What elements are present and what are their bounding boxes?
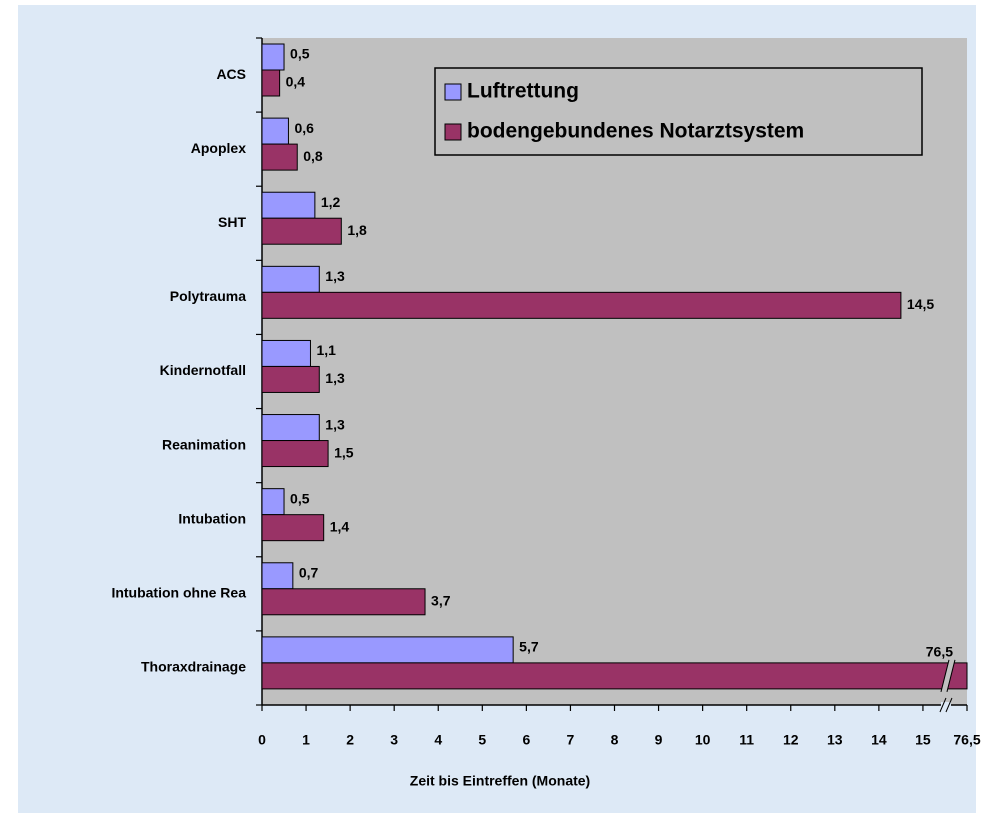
x-tick-label: 14 (871, 732, 887, 748)
data-label: 5,7 (519, 639, 539, 655)
bar (261, 365, 320, 393)
bar (261, 69, 281, 97)
data-label: 14,5 (907, 296, 934, 312)
data-label: 1,3 (325, 416, 345, 432)
x-tick-label: 7 (567, 732, 575, 748)
bar-break (940, 659, 955, 692)
bar-break-line (946, 659, 956, 693)
x-tick-label: 15 (915, 732, 931, 748)
x-tick-label: 76,5 (953, 732, 980, 748)
bar (261, 339, 311, 367)
bar (261, 217, 342, 245)
bar (261, 514, 325, 542)
data-label: 1,3 (325, 370, 345, 386)
y-tick-label: Kindernotfall (160, 362, 246, 378)
y-tick-label: Intubation ohne Rea (111, 585, 246, 601)
legend-swatch (444, 123, 462, 141)
bar-break-line (940, 659, 950, 693)
bar (261, 562, 294, 590)
x-tick-label: 4 (434, 732, 442, 748)
data-label: 1,5 (334, 444, 354, 460)
y-tick-label: SHT (218, 214, 246, 230)
x-tick-label: 2 (346, 732, 354, 748)
bar (261, 265, 320, 293)
bar (261, 191, 316, 219)
data-label: 1,2 (321, 194, 341, 210)
x-tick-label: 9 (655, 732, 663, 748)
x-axis-title: Zeit bis Eintreffen (Monate) (410, 773, 590, 789)
y-tick-label: ACS (216, 66, 246, 82)
y-tick-label: Intubation (178, 510, 246, 526)
data-label: 0,5 (290, 46, 310, 62)
y-tick-label: Reanimation (162, 436, 246, 452)
x-tick-label: 13 (827, 732, 843, 748)
axis-break-line (945, 697, 953, 713)
data-label: 76,5 (926, 644, 953, 660)
y-tick-label: Thoraxdrainage (141, 659, 246, 675)
x-tick-label: 11 (739, 732, 754, 748)
data-label: 1,8 (347, 222, 367, 238)
data-label: 0,8 (303, 148, 323, 164)
bar (261, 636, 514, 664)
x-tick-label: 8 (611, 732, 619, 748)
x-tick-label: 1 (302, 732, 310, 748)
data-label: 1,1 (316, 342, 336, 358)
y-tick-label: Polytrauma (170, 288, 246, 304)
bar (261, 117, 289, 145)
data-label: 0,4 (286, 74, 306, 90)
x-tick-label: 5 (478, 732, 486, 748)
data-label: 1,4 (330, 518, 350, 534)
legend-box (434, 67, 923, 156)
axis-break-line (939, 697, 947, 713)
data-label: 0,5 (290, 490, 310, 506)
x-tick-label: 0 (258, 732, 266, 748)
x-tick-label: 3 (390, 732, 398, 748)
legend-label: bodengebundenes Notarztsystem (467, 120, 804, 143)
legend-label: Luftrettung (467, 80, 579, 103)
x-tick-label: 10 (695, 732, 711, 748)
x-tick-label: 12 (783, 732, 799, 748)
y-tick-label: Apoplex (191, 140, 246, 156)
bar (261, 588, 426, 616)
bar (261, 43, 285, 71)
x-tick-label: 6 (522, 732, 530, 748)
bar (261, 662, 968, 690)
bar (261, 291, 902, 319)
data-label: 3,7 (431, 592, 451, 608)
bar (261, 440, 329, 468)
data-label: 0,7 (299, 564, 319, 580)
axis-break-gap (940, 702, 951, 708)
data-label: 1,3 (325, 268, 345, 284)
bar (261, 414, 320, 442)
bar (261, 143, 298, 171)
legend-swatch (444, 83, 462, 101)
bar (261, 488, 285, 516)
data-label: 0,6 (294, 120, 314, 136)
